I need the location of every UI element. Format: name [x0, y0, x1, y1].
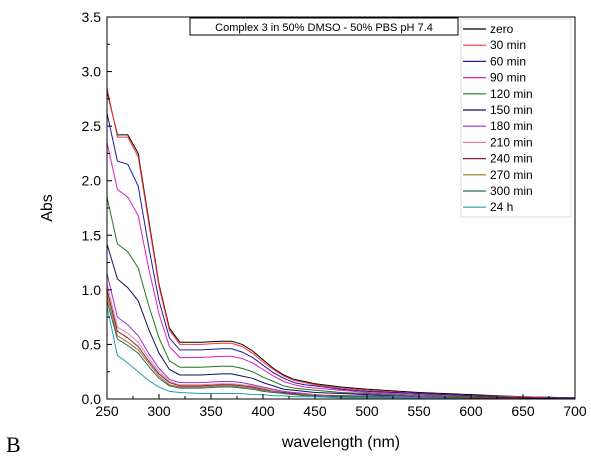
y-axis-ticks: 0.0 0.5 1.0 1.5 2.0 2.5 3.0 3.5	[82, 9, 112, 407]
x-tick-label-3: 400	[251, 403, 275, 419]
x-tick-label-9: 700	[563, 403, 587, 419]
legend-label-7: 210 min	[490, 135, 533, 149]
legend-label-5: 150 min	[490, 103, 533, 117]
chart-title-box: Complex 3 in 50% DMSO - 50% PBS pH 7.4	[189, 17, 459, 36]
x-axis-ticks: 250 300 350 400 450 500 550 600 650 700	[95, 394, 587, 419]
y-tick-label-4: 2.0	[82, 173, 102, 189]
y-tick-label-6: 3.0	[82, 64, 102, 80]
chart-title-frame	[189, 17, 459, 36]
chart-title: Complex 3 in 50% DMSO - 50% PBS pH 7.4	[215, 22, 433, 34]
y-axis-title: Abs	[39, 194, 56, 222]
x-tick-label-8: 650	[511, 403, 535, 419]
panel-label: B	[6, 432, 21, 456]
legend-frame	[460, 18, 572, 218]
legend: zero 30 min 60 min 90 min 120 min 150 min 180 …	[460, 18, 572, 218]
y-tick-label-3: 1.5	[82, 227, 102, 243]
legend-label-6: 180 min	[490, 119, 533, 133]
legend-label-3: 90 min	[490, 71, 526, 85]
legend-label-9: 270 min	[490, 168, 533, 182]
x-axis-title: wavelength (nm)	[281, 434, 400, 451]
legend-label-1: 30 min	[490, 38, 526, 52]
y-tick-label-2: 1.0	[82, 282, 102, 298]
legend-label-4: 120 min	[490, 87, 533, 101]
y-tick-label-5: 2.5	[82, 118, 102, 134]
x-tick-label-2: 350	[199, 403, 223, 419]
series-line-2	[106, 112, 575, 399]
x-tick-label-5: 500	[355, 403, 379, 419]
y-tick-label-7: 3.5	[82, 9, 102, 25]
legend-label-10: 300 min	[490, 184, 533, 198]
legend-label-8: 240 min	[490, 152, 533, 166]
y-tick-label-0: 0.0	[82, 391, 102, 407]
y-tick-label-1: 0.5	[82, 336, 102, 352]
series-line-0	[106, 91, 576, 399]
x-tick-label-4: 450	[303, 403, 327, 419]
x-tick-label-7: 600	[459, 403, 483, 419]
x-tick-label-6: 550	[407, 403, 431, 419]
series-line-3	[106, 142, 576, 400]
x-tick-label-1: 300	[147, 403, 171, 419]
series-line-1	[106, 87, 576, 399]
legend-label-11: 24 h	[490, 200, 513, 214]
series-line-4	[106, 196, 576, 400]
legend-label-0: zero	[490, 22, 514, 36]
x-tick-label-0: 250	[95, 403, 119, 419]
legend-label-2: 60 min	[490, 54, 526, 68]
